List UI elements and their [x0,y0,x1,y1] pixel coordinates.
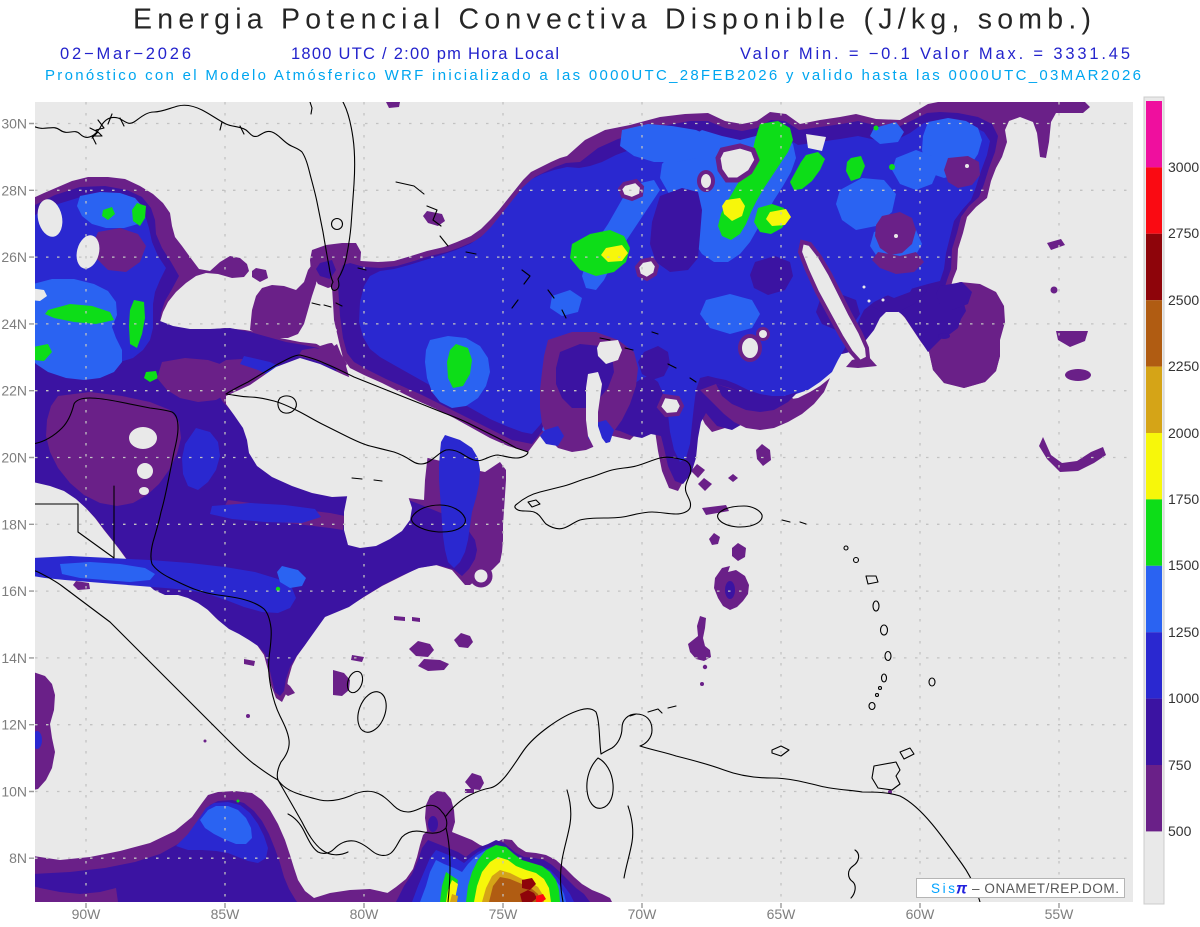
svg-text:26N: 26N [1,249,27,265]
svg-text:80W: 80W [350,906,380,922]
svg-text:75W: 75W [489,906,519,922]
svg-text:65W: 65W [767,906,797,922]
svg-text:02−Mar−2026: 02−Mar−2026 [60,45,191,63]
svg-text:8N: 8N [9,850,27,866]
svg-text:55W: 55W [1045,906,1075,922]
svg-text:16N: 16N [1,583,27,599]
svg-text:20N: 20N [1,450,27,466]
svg-text:18N: 18N [1,516,27,532]
svg-text:30N: 30N [1,116,27,132]
svg-text:1250: 1250 [1168,624,1199,640]
svg-text:90W: 90W [72,906,102,922]
svg-text:Valor Min. = −0.1 Valor Max.: Valor Min. = −0.1 Valor Max. = 3331.45 [740,45,1130,63]
svg-text:2500: 2500 [1168,292,1199,308]
svg-text:22N: 22N [1,383,27,399]
svg-text:85W: 85W [211,906,241,922]
svg-text:10N: 10N [1,784,27,800]
svg-text:1500: 1500 [1168,557,1199,573]
svg-text:2750: 2750 [1168,225,1199,241]
svg-text:14N: 14N [1,650,27,666]
svg-text:28N: 28N [1,182,27,198]
svg-text:750: 750 [1168,757,1192,773]
svg-text:3000: 3000 [1168,159,1199,175]
svg-text:500: 500 [1168,823,1192,839]
svg-text:π: π [956,881,968,898]
svg-text:Pronóstico con el Modelo Atmós: Pronóstico con el Modelo Atmósferico WRF… [45,67,1141,84]
svg-text:1750: 1750 [1168,491,1199,507]
svg-text:2250: 2250 [1168,358,1199,374]
svg-text:Energia Potencial Convectiva D: Energia Potencial Convectiva Disponible … [133,4,1091,36]
svg-text:Sis: Sis [931,881,955,896]
svg-text:1800 UTC / 2:00 pm Hora Local: 1800 UTC / 2:00 pm Hora Local [291,45,559,63]
svg-text:1000: 1000 [1168,690,1199,706]
svg-text:24N: 24N [1,316,27,332]
svg-text:12N: 12N [1,717,27,733]
svg-text:70W: 70W [628,906,658,922]
svg-text:– ONAMET/REP.DOM.: – ONAMET/REP.DOM. [972,881,1119,896]
svg-text:2000: 2000 [1168,425,1199,441]
svg-text:60W: 60W [906,906,936,922]
